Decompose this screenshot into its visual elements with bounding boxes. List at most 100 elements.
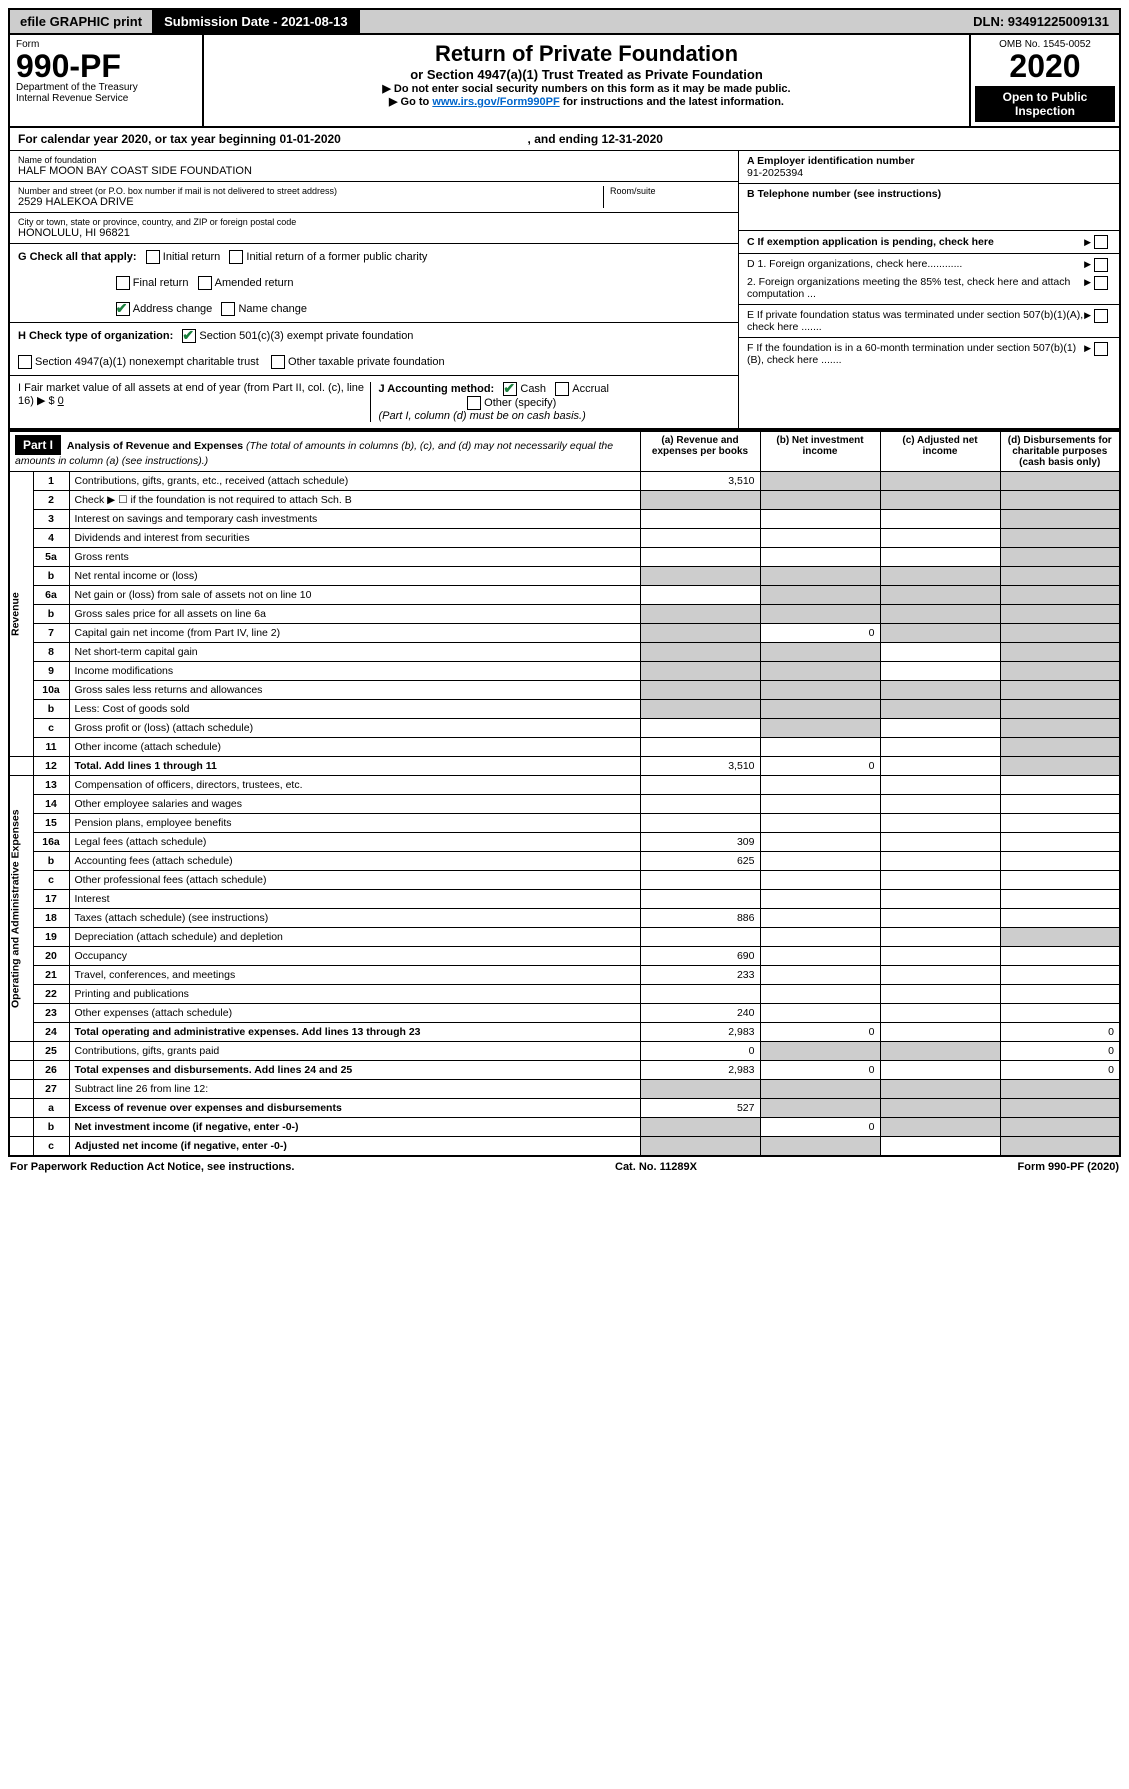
checkbox-accrual[interactable] xyxy=(555,382,569,396)
checkbox-name-change[interactable] xyxy=(221,302,235,316)
line-26: Total expenses and disbursements. Add li… xyxy=(69,1061,640,1080)
line-20: Occupancy xyxy=(69,947,640,966)
footer-right: Form 990-PF (2020) xyxy=(1018,1161,1119,1173)
section-g: G Check all that apply: Initial return I… xyxy=(10,244,738,323)
line-18: Taxes (attach schedule) (see instruction… xyxy=(69,909,640,928)
top-bar: efile GRAPHIC print Submission Date - 20… xyxy=(8,8,1121,35)
page-footer: For Paperwork Reduction Act Notice, see … xyxy=(8,1157,1121,1177)
section-e: E If private foundation status was termi… xyxy=(747,309,1084,333)
line-8: Net short-term capital gain xyxy=(69,643,640,662)
open-public-label: Open to Public Inspection xyxy=(975,86,1115,122)
checkbox-exemption-pending[interactable] xyxy=(1094,235,1108,249)
phone-label: B Telephone number (see instructions) xyxy=(747,188,1111,200)
checkbox-initial-former[interactable] xyxy=(229,250,243,264)
line-10c: Gross profit or (loss) (attach schedule) xyxy=(69,719,640,738)
expenses-section-label: Operating and Administrative Expenses xyxy=(9,776,33,1042)
checkbox-amended[interactable] xyxy=(198,276,212,290)
line-4: Dividends and interest from securities xyxy=(69,529,640,548)
tax-year: 2020 xyxy=(975,50,1115,82)
header-instr1: ▶ Do not enter social security numbers o… xyxy=(210,82,963,95)
foundation-addr: 2529 HALEKOA DRIVE xyxy=(18,196,603,208)
addr-label: Number and street (or P.O. box number if… xyxy=(18,186,603,196)
section-c-label: C If exemption application is pending, c… xyxy=(747,236,1084,248)
checkbox-other-method[interactable] xyxy=(467,396,481,410)
line-24: Total operating and administrative expen… xyxy=(69,1023,640,1042)
part1-table: Part I Analysis of Revenue and Expenses … xyxy=(8,430,1121,1157)
irs-link[interactable]: www.irs.gov/Form990PF xyxy=(432,96,559,108)
line-13: Compensation of officers, directors, tru… xyxy=(69,776,640,795)
line-7: Capital gain net income (from Part IV, l… xyxy=(69,624,640,643)
line-10a: Gross sales less returns and allowances xyxy=(69,681,640,700)
submission-date: Submission Date - 2021-08-13 xyxy=(154,10,360,33)
form-header: Form 990-PF Department of the Treasury I… xyxy=(8,35,1121,128)
checkbox-foreign-org[interactable] xyxy=(1094,258,1108,272)
dept-label: Department of the Treasury xyxy=(16,82,196,93)
checkbox-terminated[interactable] xyxy=(1094,309,1108,323)
ein-label: A Employer identification number xyxy=(747,155,1111,167)
irs-label: Internal Revenue Service xyxy=(16,93,196,104)
checkbox-501c3[interactable] xyxy=(182,329,196,343)
line-17: Interest xyxy=(69,890,640,909)
line-21: Travel, conferences, and meetings xyxy=(69,966,640,985)
ein-value: 91-2025394 xyxy=(747,167,1111,179)
checkbox-cash[interactable] xyxy=(503,382,517,396)
dln-label: DLN: 93491225009131 xyxy=(963,10,1119,33)
line-23: Other expenses (attach schedule) xyxy=(69,1004,640,1023)
line-3: Interest on savings and temporary cash i… xyxy=(69,510,640,529)
header-subtitle: or Section 4947(a)(1) Trust Treated as P… xyxy=(210,67,963,82)
info-grid: Name of foundation HALF MOON BAY COAST S… xyxy=(8,151,1121,430)
section-d1: D 1. Foreign organizations, check here..… xyxy=(747,258,1084,272)
line-6b: Gross sales price for all assets on line… xyxy=(69,605,640,624)
line-16c: Other professional fees (attach schedule… xyxy=(69,871,640,890)
col-a-header: (a) Revenue and expenses per books xyxy=(640,431,760,472)
line-12: Total. Add lines 1 through 11 xyxy=(69,757,640,776)
header-title: Return of Private Foundation xyxy=(210,41,963,67)
line-16b: Accounting fees (attach schedule) xyxy=(69,852,640,871)
col-d-header: (d) Disbursements for charitable purpose… xyxy=(1000,431,1120,472)
line-5a: Gross rents xyxy=(69,548,640,567)
part1-title: Analysis of Revenue and Expenses xyxy=(67,440,243,452)
checkbox-address-change[interactable] xyxy=(116,302,130,316)
footer-left: For Paperwork Reduction Act Notice, see … xyxy=(10,1161,294,1173)
checkbox-initial-return[interactable] xyxy=(146,250,160,264)
section-ij: I Fair market value of all assets at end… xyxy=(10,376,738,428)
checkbox-4947[interactable] xyxy=(18,355,32,369)
section-d2: 2. Foreign organizations meeting the 85%… xyxy=(747,276,1084,300)
col-c-header: (c) Adjusted net income xyxy=(880,431,1000,472)
checkbox-final-return[interactable] xyxy=(116,276,130,290)
line-11: Other income (attach schedule) xyxy=(69,738,640,757)
checkbox-other-taxable[interactable] xyxy=(271,355,285,369)
line-9: Income modifications xyxy=(69,662,640,681)
line-6a: Net gain or (loss) from sale of assets n… xyxy=(69,586,640,605)
part1-label: Part I xyxy=(15,435,61,455)
line-5b: Net rental income or (loss) xyxy=(69,567,640,586)
line-22: Printing and publications xyxy=(69,985,640,1004)
name-label: Name of foundation xyxy=(18,155,730,165)
line-1: Contributions, gifts, grants, etc., rece… xyxy=(69,472,640,491)
footer-mid: Cat. No. 11289X xyxy=(615,1161,697,1173)
line-19: Depreciation (attach schedule) and deple… xyxy=(69,928,640,947)
section-f: F If the foundation is in a 60-month ter… xyxy=(747,342,1084,366)
line-10b: Less: Cost of goods sold xyxy=(69,700,640,719)
section-i-label: I Fair market value of all assets at end… xyxy=(18,382,364,407)
line-27b: Net investment income (if negative, ente… xyxy=(69,1118,640,1137)
line-27a: Excess of revenue over expenses and disb… xyxy=(69,1099,640,1118)
line-25: Contributions, gifts, grants paid xyxy=(69,1042,640,1061)
foundation-city: HONOLULU, HI 96821 xyxy=(18,227,730,239)
line-15: Pension plans, employee benefits xyxy=(69,814,640,833)
fmv-value: 0 xyxy=(58,395,64,407)
calendar-year-row: For calendar year 2020, or tax year begi… xyxy=(8,128,1121,151)
checkbox-60-month[interactable] xyxy=(1094,342,1108,356)
line-27c: Adjusted net income (if negative, enter … xyxy=(69,1137,640,1157)
efile-button[interactable]: efile GRAPHIC print xyxy=(10,10,154,33)
checkbox-85-test[interactable] xyxy=(1094,276,1108,290)
foundation-name: HALF MOON BAY COAST SIDE FOUNDATION xyxy=(18,165,730,177)
col-b-header: (b) Net investment income xyxy=(760,431,880,472)
line-2: Check ▶ ☐ if the foundation is not requi… xyxy=(69,491,640,510)
section-h: H Check type of organization: Section 50… xyxy=(10,323,738,376)
form-number: 990-PF xyxy=(16,50,196,82)
line-14: Other employee salaries and wages xyxy=(69,795,640,814)
line-16a: Legal fees (attach schedule) xyxy=(69,833,640,852)
line-27: Subtract line 26 from line 12: xyxy=(69,1080,640,1099)
header-instr2: ▶ Go to www.irs.gov/Form990PF for instru… xyxy=(210,95,963,108)
